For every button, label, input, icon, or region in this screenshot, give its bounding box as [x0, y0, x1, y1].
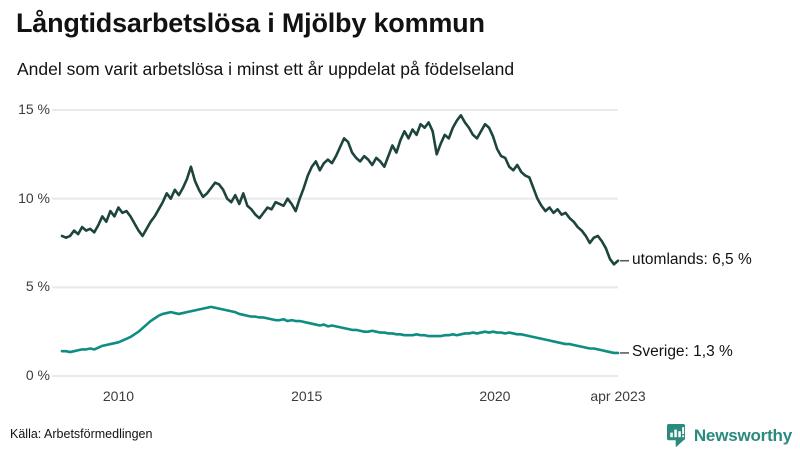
newsworthy-logo: Newsworthy — [666, 424, 792, 447]
source-note: Källa: Arbetsförmedlingen — [10, 427, 153, 441]
series-paths — [60, 114, 620, 355]
y-axis-tick-label: 10 % — [18, 189, 50, 206]
y-axis-tick-label: 5 % — [25, 278, 50, 295]
x-axis-tick-label: 2015 — [291, 388, 323, 404]
gridlines — [52, 109, 618, 377]
page-title: Långtidsarbetslösa i Mjölby kommun — [16, 8, 485, 38]
y-axis-tick-label: 0 % — [25, 367, 50, 383]
bar-chart-pin-icon — [666, 424, 688, 447]
series-label-utomlands: utomlands: 6,5 % — [632, 250, 752, 268]
series-line-sverige — [60, 305, 620, 355]
newsworthy-wordmark: Newsworthy — [693, 425, 792, 445]
series-label-sverige: Sverige: 1,3 % — [632, 342, 733, 360]
x-axis-tick-label: 2010 — [102, 388, 135, 404]
x-axis-tick-label: 2020 — [479, 388, 511, 404]
chart-subtitle: Andel som varit arbetslösa i minst ett å… — [17, 59, 515, 79]
label-connectors — [620, 259, 629, 354]
x-axis-tick-label: apr 2023 — [590, 388, 646, 404]
y-axis-tick-label: 15 % — [18, 101, 50, 117]
series-line-utomlands — [60, 114, 620, 266]
